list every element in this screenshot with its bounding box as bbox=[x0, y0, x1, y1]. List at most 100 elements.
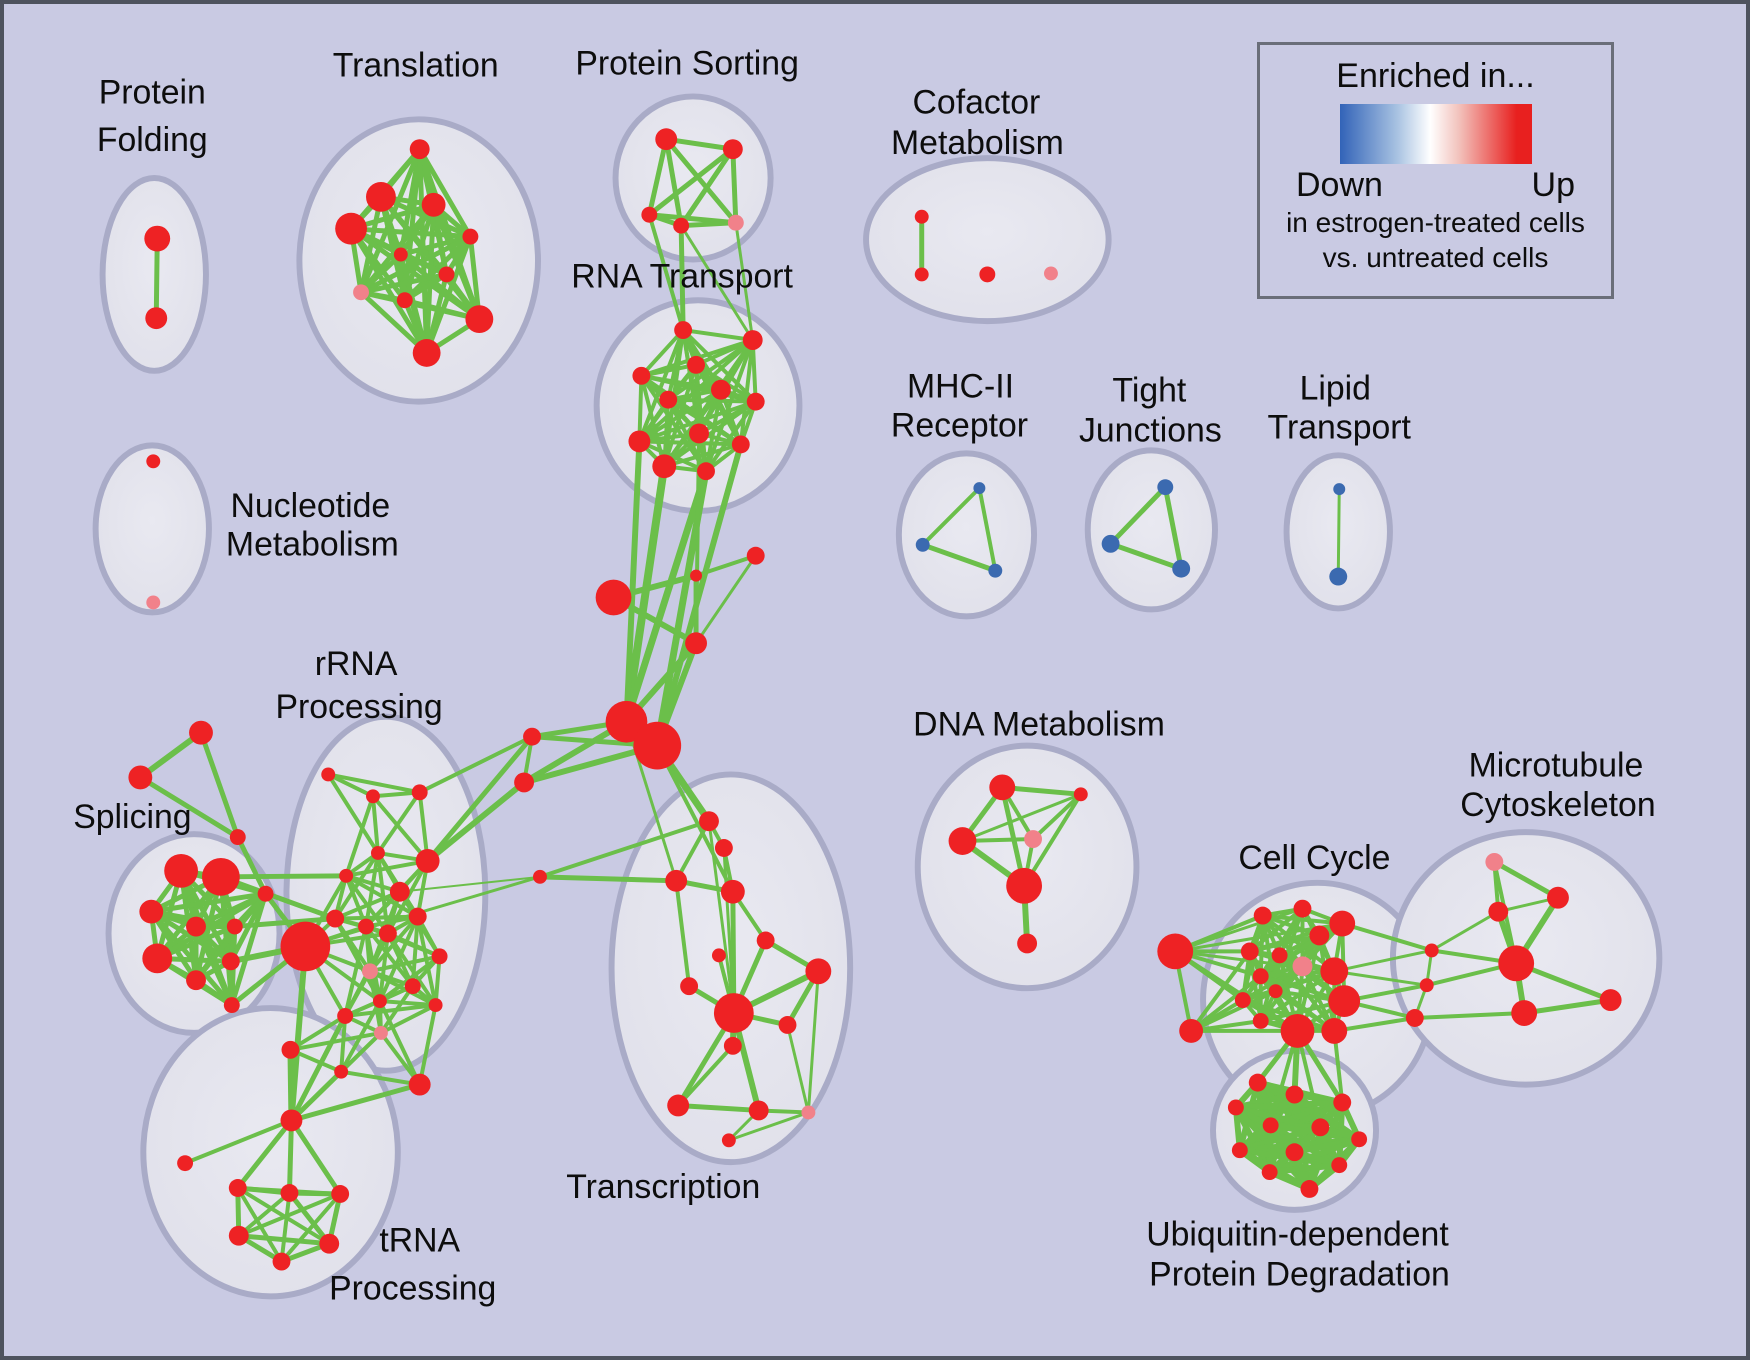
node-rr-15[interactable] bbox=[372, 994, 387, 1009]
node-ps-4[interactable] bbox=[727, 214, 744, 231]
node-tx-0[interactable] bbox=[699, 811, 719, 832]
node-rr-5[interactable] bbox=[415, 849, 440, 873]
node-rr-19[interactable] bbox=[281, 1040, 300, 1059]
node-rt-6[interactable] bbox=[746, 392, 765, 411]
node-rr-20[interactable] bbox=[334, 1064, 349, 1079]
node-mc-1[interactable] bbox=[1547, 886, 1569, 909]
node-tr-5[interactable] bbox=[393, 247, 408, 262]
node-ps-0[interactable] bbox=[655, 128, 678, 151]
node-rt-2[interactable] bbox=[687, 355, 706, 374]
node-ub-3[interactable] bbox=[1227, 1099, 1244, 1116]
node-cc-14[interactable] bbox=[1252, 1013, 1269, 1029]
node-tx-9[interactable] bbox=[778, 1016, 797, 1034]
node-sp-3[interactable] bbox=[186, 916, 206, 937]
node-rt-4[interactable] bbox=[710, 379, 731, 400]
node-sp-8[interactable] bbox=[221, 952, 240, 971]
node-tr-1[interactable] bbox=[366, 181, 396, 212]
node-rr-9[interactable] bbox=[408, 907, 427, 926]
node-tp-3[interactable] bbox=[280, 1184, 299, 1202]
node-tj-1[interactable] bbox=[1101, 534, 1120, 553]
node-tr-9[interactable] bbox=[465, 305, 494, 334]
node-rt-11[interactable] bbox=[697, 462, 715, 481]
node-cc-12[interactable] bbox=[1234, 992, 1251, 1009]
node-rt-7[interactable] bbox=[689, 423, 709, 444]
node-rr-18[interactable] bbox=[373, 1025, 388, 1040]
node-tx-10[interactable] bbox=[723, 1036, 742, 1055]
node-cc-2[interactable] bbox=[1253, 906, 1272, 925]
node-cc-9[interactable] bbox=[1320, 957, 1349, 986]
node-cm-0[interactable] bbox=[914, 209, 929, 224]
node-rr-12[interactable] bbox=[431, 948, 448, 965]
node-fr-1[interactable] bbox=[128, 765, 153, 790]
node-tx-14[interactable] bbox=[721, 1133, 736, 1148]
node-mc-5[interactable] bbox=[1419, 978, 1434, 993]
node-cc-6[interactable] bbox=[1240, 942, 1259, 961]
node-mc-2[interactable] bbox=[1488, 901, 1509, 922]
node-cm-1[interactable] bbox=[914, 267, 929, 282]
node-ps-3[interactable] bbox=[673, 217, 690, 234]
node-rt-9[interactable] bbox=[731, 435, 750, 454]
node-cm-2[interactable] bbox=[979, 266, 996, 283]
node-rr-4[interactable] bbox=[339, 868, 354, 883]
node-rr-7[interactable] bbox=[326, 909, 345, 928]
node-tp-7[interactable] bbox=[272, 1252, 291, 1271]
node-tp-0[interactable] bbox=[280, 1109, 303, 1132]
node-tx-11[interactable] bbox=[667, 1094, 690, 1117]
node-ub-10[interactable] bbox=[1261, 1164, 1278, 1181]
node-cc-8[interactable] bbox=[1292, 956, 1313, 977]
node-sp-6[interactable] bbox=[142, 943, 173, 974]
node-rr-6[interactable] bbox=[389, 881, 410, 902]
node-tp-4[interactable] bbox=[331, 1185, 350, 1203]
node-mc-4[interactable] bbox=[1424, 943, 1439, 958]
node-rt-3[interactable] bbox=[632, 366, 651, 385]
node-rr-17[interactable] bbox=[337, 1008, 354, 1024]
node-dm-3[interactable] bbox=[1024, 830, 1043, 849]
node-ub-6[interactable] bbox=[1351, 1131, 1368, 1148]
node-rr-11[interactable] bbox=[280, 921, 331, 972]
node-mc-3[interactable] bbox=[1498, 945, 1535, 982]
node-ub-11[interactable] bbox=[1300, 1180, 1319, 1198]
node-hb-6[interactable] bbox=[523, 727, 541, 746]
node-tr-10[interactable] bbox=[412, 339, 441, 367]
node-sp-1[interactable] bbox=[201, 857, 240, 896]
node-sp-5[interactable] bbox=[257, 885, 274, 902]
node-tr-4[interactable] bbox=[462, 228, 479, 245]
node-hb-1[interactable] bbox=[633, 721, 682, 770]
node-tx-2[interactable] bbox=[665, 869, 688, 892]
node-mhc-2[interactable] bbox=[988, 563, 1003, 578]
node-hb-4[interactable] bbox=[746, 546, 765, 565]
node-tx-6[interactable] bbox=[805, 958, 832, 985]
node-cc-5[interactable] bbox=[1309, 925, 1330, 946]
node-rr-1[interactable] bbox=[366, 789, 380, 804]
node-tp-1[interactable] bbox=[177, 1155, 194, 1172]
node-tr-8[interactable] bbox=[396, 292, 413, 309]
node-sp-2[interactable] bbox=[139, 899, 164, 924]
node-mc-7[interactable] bbox=[1599, 989, 1622, 1012]
node-dm-2[interactable] bbox=[948, 827, 977, 855]
node-tj-2[interactable] bbox=[1172, 559, 1191, 578]
node-tx-4[interactable] bbox=[756, 931, 775, 950]
node-tr-3[interactable] bbox=[335, 212, 368, 245]
node-tp-5[interactable] bbox=[228, 1225, 249, 1246]
node-hb-3[interactable] bbox=[690, 569, 703, 582]
node-cc-16[interactable] bbox=[1321, 1018, 1348, 1044]
node-tr-0[interactable] bbox=[409, 139, 430, 160]
node-tx-5[interactable] bbox=[711, 948, 726, 963]
node-nm-0[interactable] bbox=[146, 454, 161, 469]
node-rr-13[interactable] bbox=[362, 963, 378, 980]
node-cc-7[interactable] bbox=[1271, 947, 1288, 964]
node-rr-10[interactable] bbox=[378, 924, 397, 943]
node-dm-4[interactable] bbox=[1006, 867, 1043, 904]
node-tr-2[interactable] bbox=[421, 192, 446, 217]
node-ps-2[interactable] bbox=[641, 206, 658, 223]
node-tx-7[interactable] bbox=[680, 977, 699, 996]
node-mc-0[interactable] bbox=[1485, 852, 1504, 871]
node-rr-0[interactable] bbox=[321, 767, 336, 782]
node-tx-3[interactable] bbox=[720, 879, 745, 904]
node-rr-8[interactable] bbox=[358, 918, 374, 935]
node-tx-1[interactable] bbox=[714, 839, 733, 857]
node-nm-1[interactable] bbox=[146, 595, 161, 610]
node-rr-3[interactable] bbox=[370, 846, 385, 860]
node-ub-5[interactable] bbox=[1311, 1118, 1330, 1137]
node-ub-8[interactable] bbox=[1285, 1143, 1304, 1162]
